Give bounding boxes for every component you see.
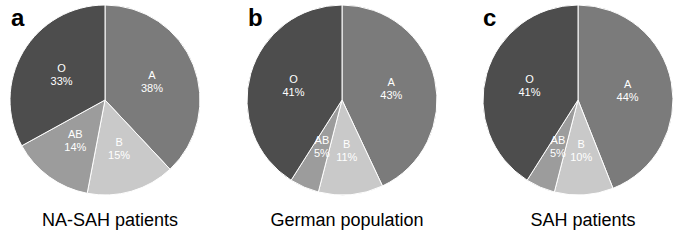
- svg-text:SAH patients: SAH patients: [530, 210, 635, 230]
- svg-text:b: b: [248, 4, 263, 31]
- svg-text:c: c: [483, 4, 496, 31]
- svg-text:AB: AB: [315, 134, 330, 146]
- svg-text:33%: 33%: [51, 75, 73, 87]
- svg-text:B: B: [577, 138, 584, 150]
- svg-text:A: A: [624, 78, 632, 90]
- svg-text:B: B: [343, 138, 350, 150]
- svg-text:O: O: [525, 73, 534, 85]
- svg-text:B: B: [115, 136, 122, 148]
- svg-text:41%: 41%: [518, 86, 540, 98]
- svg-text:NA-SAH patients: NA-SAH patients: [42, 210, 178, 230]
- svg-text:41%: 41%: [282, 86, 304, 98]
- svg-text:A: A: [388, 76, 396, 88]
- svg-text:11%: 11%: [336, 151, 357, 163]
- svg-text:AB: AB: [68, 128, 83, 140]
- svg-text:14%: 14%: [64, 141, 86, 153]
- svg-text:5%: 5%: [550, 147, 566, 159]
- svg-text:5%: 5%: [314, 147, 330, 159]
- svg-text:38%: 38%: [141, 82, 163, 94]
- svg-text:15%: 15%: [108, 149, 130, 161]
- svg-text:43%: 43%: [380, 89, 402, 101]
- svg-text:AB: AB: [551, 134, 566, 146]
- svg-text:A: A: [148, 69, 156, 81]
- svg-text:German population: German population: [270, 210, 423, 230]
- svg-text:O: O: [57, 62, 66, 74]
- svg-text:a: a: [11, 4, 25, 31]
- svg-text:44%: 44%: [617, 91, 639, 103]
- svg-text:10%: 10%: [570, 151, 592, 163]
- svg-text:O: O: [289, 73, 298, 85]
